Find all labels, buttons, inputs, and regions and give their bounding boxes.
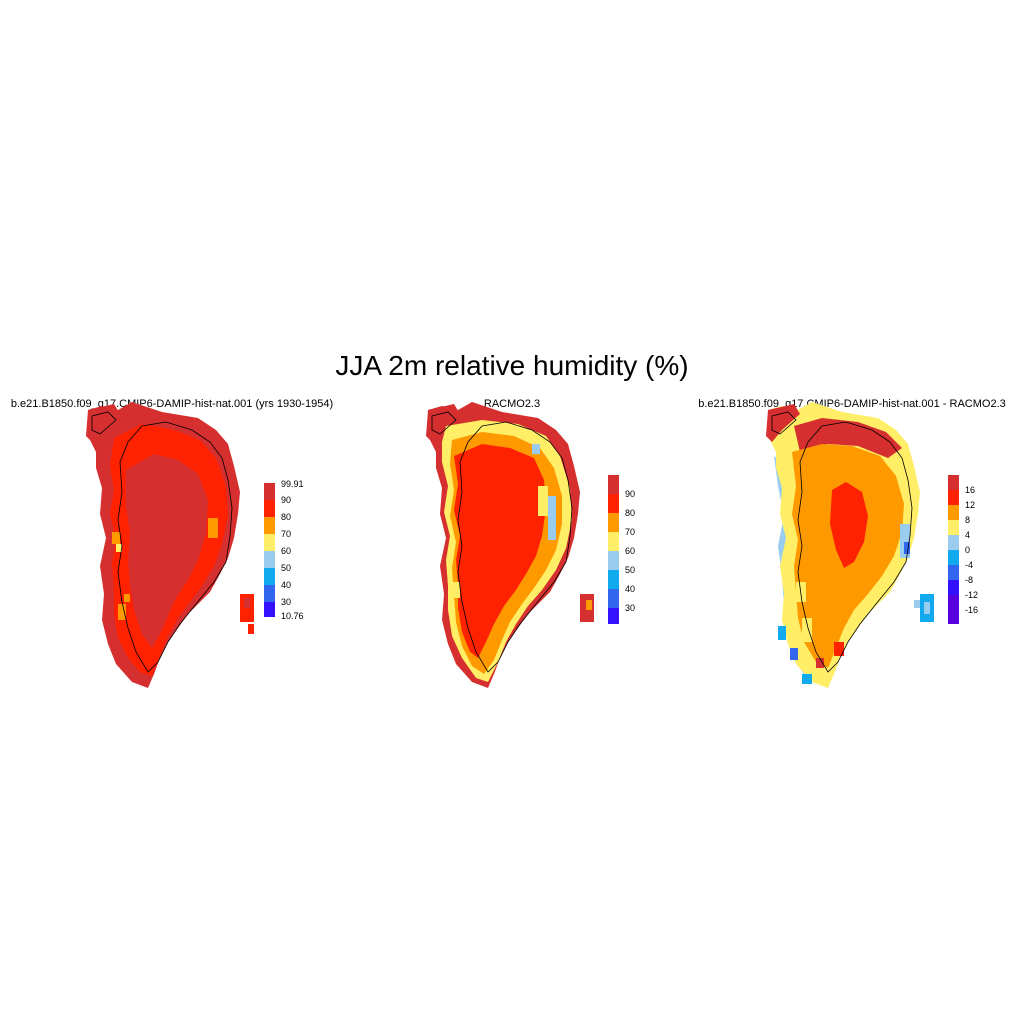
coastal-patch: [816, 658, 824, 668]
colorbar-swatch: [948, 580, 959, 595]
east-island: [244, 598, 250, 608]
northern-red-band: [794, 418, 902, 458]
colorbar-swatch: [264, 517, 275, 534]
colorbar-label: 60: [625, 546, 636, 556]
colorbar-swatch: [264, 500, 275, 517]
coastal-patch: [778, 626, 786, 640]
panel-title-difference: b.e21.B1850.f09_g17.CMIP6-DAMIP-hist-nat…: [698, 398, 1006, 410]
colorbar-label: 90: [625, 489, 636, 499]
coastal-patch: [548, 496, 556, 540]
colorbar-swatch: [264, 483, 275, 500]
colorbar-swatch: [948, 520, 959, 535]
map-racmo-field: [426, 402, 594, 688]
colorbar-label: -4: [965, 560, 974, 570]
colorbar-swatch: [264, 551, 275, 568]
colorbar-label: 12: [965, 500, 976, 510]
map-difference-field: [766, 402, 934, 688]
colorbar-swatch: [608, 570, 619, 589]
coastal-patch: [116, 544, 122, 552]
map-model-field: [86, 402, 254, 688]
colorbar-label: 4: [965, 530, 971, 540]
colorbar-label: 8: [965, 515, 971, 525]
colorbar-swatch: [948, 475, 959, 490]
coastal-patch: [834, 642, 844, 656]
map-model: [86, 402, 254, 688]
coastline: [91, 411, 233, 673]
coastal-patch: [790, 648, 798, 660]
colorbar-swatch: [608, 494, 619, 513]
coastal-patch: [904, 542, 910, 554]
colorbar-swatch: [608, 551, 619, 570]
colorbar-swatch: [948, 550, 959, 565]
colorbar-label: 50: [625, 565, 636, 575]
coastal-patch: [208, 518, 218, 538]
colorbar-label: 90: [281, 495, 292, 505]
east-island: [924, 602, 930, 614]
map-racmo: [426, 402, 594, 688]
coastline: [771, 411, 913, 673]
colorbar-label: 70: [281, 529, 292, 539]
colorbar-swatch: [948, 505, 959, 520]
colorbar-swatch: [608, 513, 619, 532]
interior-region: [126, 454, 208, 648]
colorbar-label: 99.91: [281, 479, 304, 489]
colorbar-label: 40: [281, 580, 292, 590]
panel-title-racmo: RACMO2.3: [483, 398, 541, 410]
east-island: [248, 624, 254, 634]
colorbar-swatch: [948, 565, 959, 580]
colorbar-label: -8: [965, 575, 974, 585]
coastal-patch: [452, 582, 460, 598]
northwest-patch: [86, 404, 120, 442]
colorbar-label: -16: [965, 605, 979, 615]
panel-title-model: b.e21.B1850.f09_g17.CMIP6-DAMIP-hist-nat…: [10, 398, 334, 410]
panel-difference: b.e21.B1850.f09_g17.CMIP6-DAMIP-hist-nat…: [682, 396, 1022, 716]
colorbar-swatch: [264, 602, 275, 617]
colorbar-swatch: [264, 568, 275, 585]
coastal-patch: [802, 674, 812, 684]
colorbar-swatch: [948, 595, 959, 624]
colorbar-label: -12: [965, 590, 979, 600]
east-island: [586, 600, 592, 610]
coastal-patch: [538, 486, 548, 516]
colorbar-swatch: [948, 490, 959, 505]
colorbar-label: 30: [281, 597, 292, 607]
colorbar-label: 60: [281, 546, 292, 556]
coastal-patch: [562, 516, 568, 540]
colorbar-label: 10.76: [281, 611, 304, 621]
colorbar-label: 50: [281, 563, 292, 573]
colorbar-swatch: [264, 585, 275, 602]
colorbar-swatch: [608, 608, 619, 624]
map-difference: [766, 402, 934, 688]
colorbar-swatch: [264, 534, 275, 551]
coastal-patch: [900, 524, 910, 558]
colorbar-swatch: [608, 532, 619, 551]
interior-region: [830, 482, 868, 568]
colorbar-swatch: [608, 475, 619, 494]
northwest-patch: [426, 404, 460, 442]
panel-model: b.e21.B1850.f09_g17.CMIP6-DAMIP-hist-nat…: [2, 396, 342, 716]
coastal-patch: [112, 532, 120, 544]
interior-region: [454, 444, 546, 658]
coastline: [431, 411, 573, 673]
northwest-patch: [766, 404, 800, 442]
colorbar-swatch: [608, 589, 619, 608]
figure-title: JJA 2m relative humidity (%): [335, 350, 689, 381]
coastal-patch: [124, 594, 130, 602]
colorbar-label: 80: [625, 508, 636, 518]
panel-racmo: RACMO2.3 90 80 70: [342, 396, 682, 716]
colorbar-label: 40: [625, 584, 636, 594]
coastal-patch: [802, 618, 812, 642]
colorbar-label: 30: [625, 603, 636, 613]
colorbar-swatch: [948, 535, 959, 550]
colorbar-label: 80: [281, 512, 292, 522]
coastal-patch: [532, 444, 540, 454]
colorbar-label: 70: [625, 527, 636, 537]
colorbar-label: 16: [965, 485, 976, 495]
coastal-patch: [118, 604, 126, 620]
east-island: [914, 600, 920, 608]
colorbar-label: 0: [965, 545, 971, 555]
